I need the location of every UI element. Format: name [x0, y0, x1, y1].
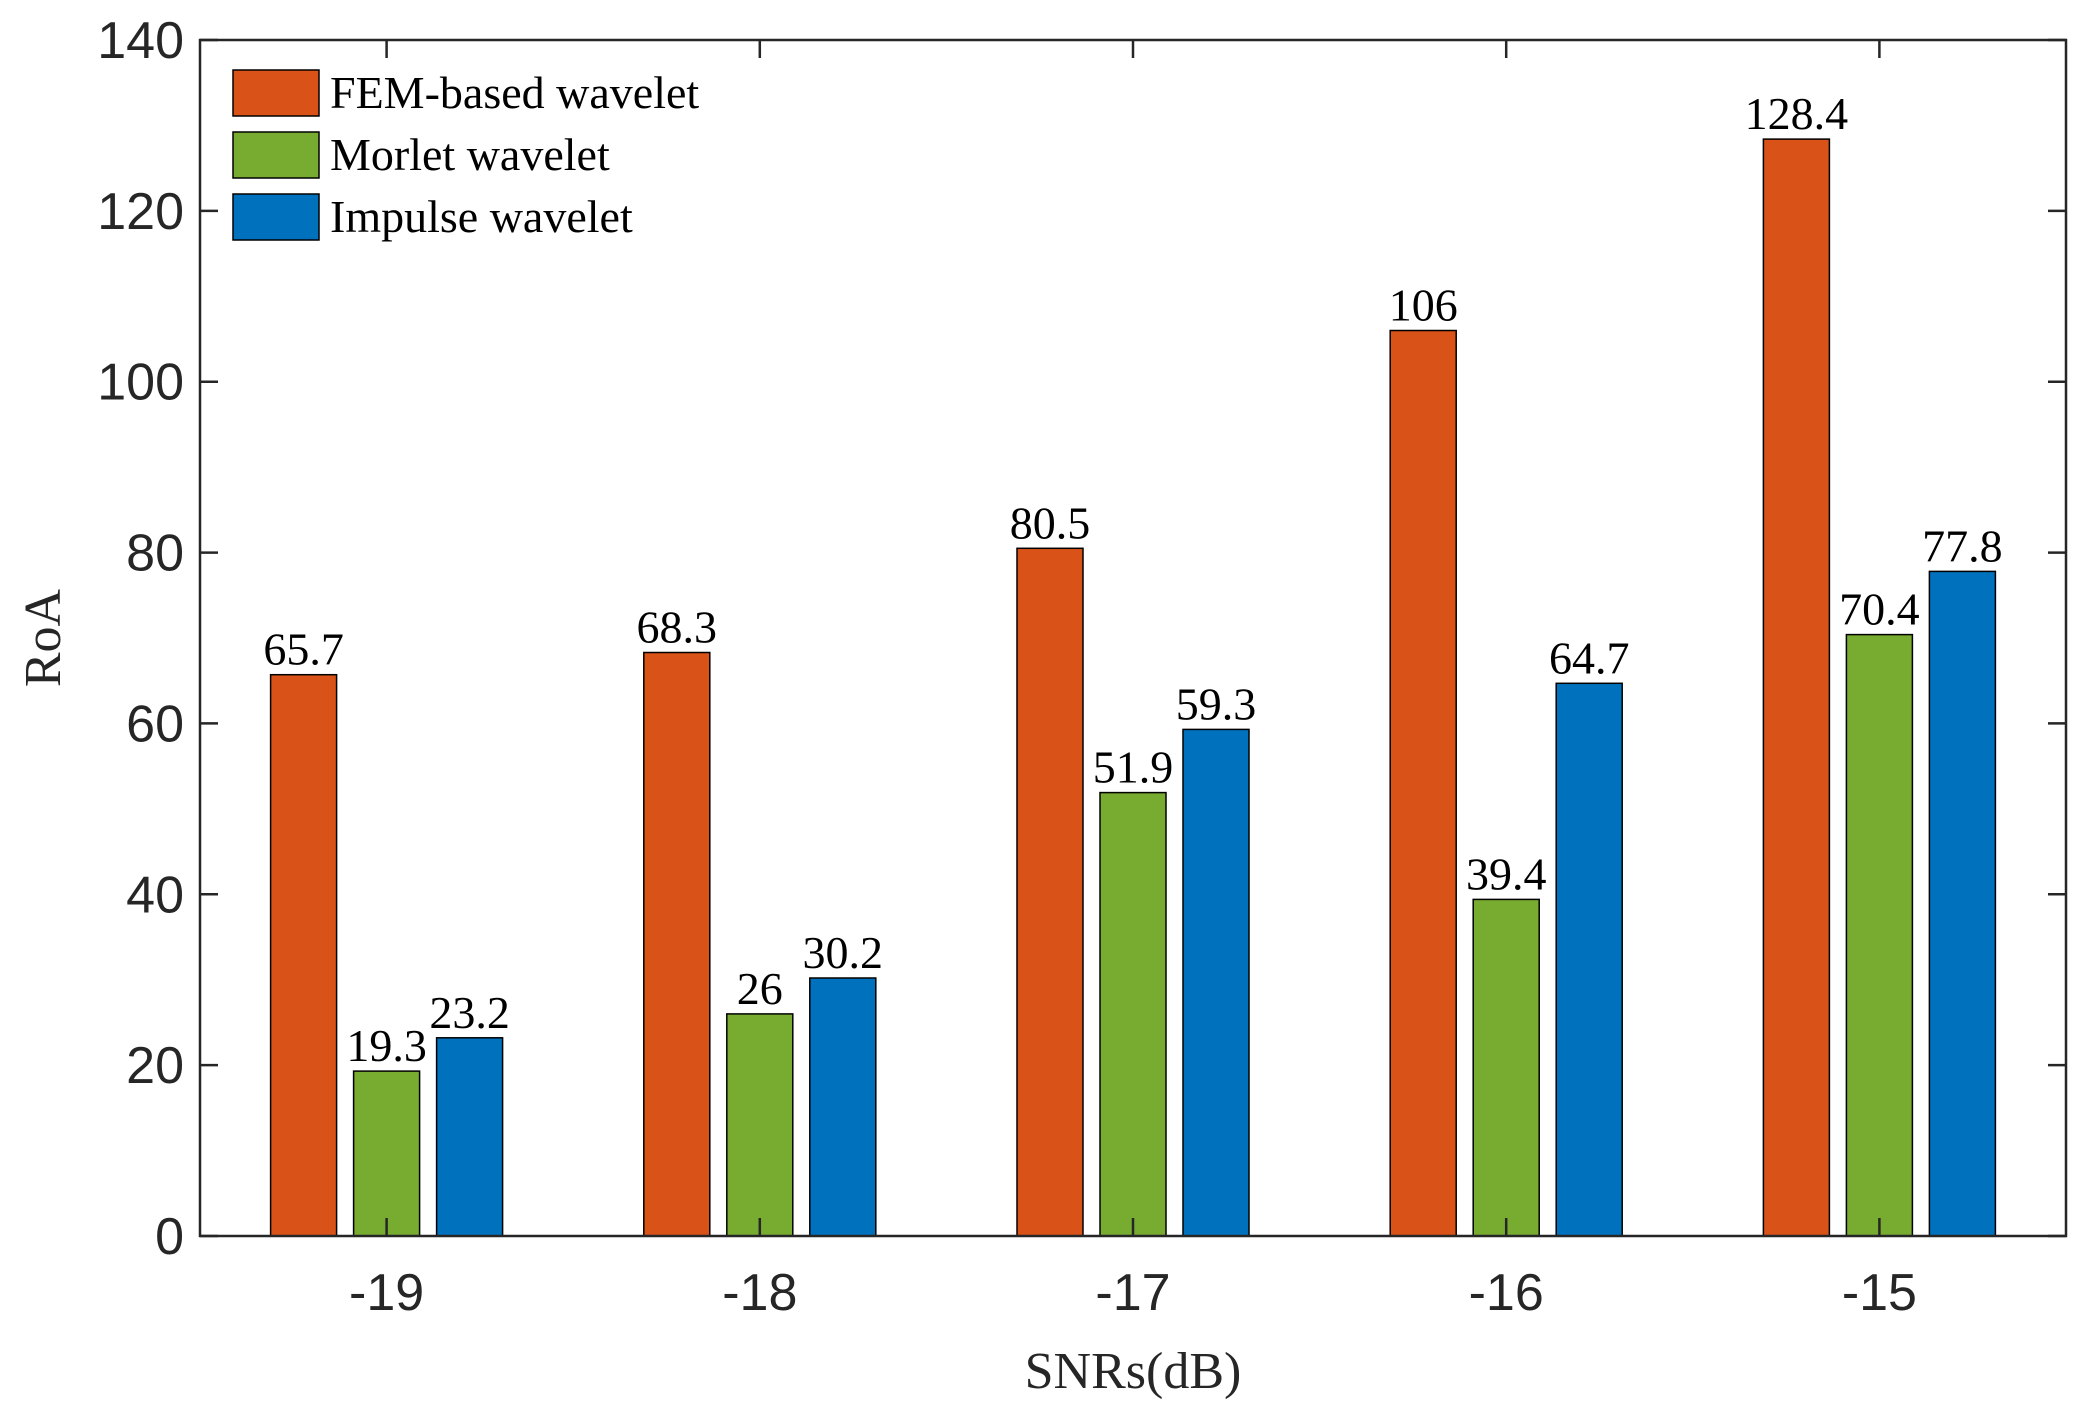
bar-value-label: 77.8 — [1922, 520, 2003, 571]
legend-swatch-impulse — [232, 193, 320, 241]
bar-value-label: 30.2 — [803, 927, 884, 978]
bar-fem-based-wavelet--19 — [269, 673, 338, 1237]
y-axis: 0 20 40 60 80 100 120 140 — [97, 12, 2066, 1266]
x-tick-label: -15 — [1842, 1264, 1917, 1322]
x-tick-label: -16 — [1469, 1264, 1544, 1322]
bar-fem-based-wavelet--15 — [1762, 138, 1831, 1237]
bar-fem-based-wavelet--17 — [1016, 547, 1084, 1237]
bar-value-label: 68.3 — [637, 602, 718, 653]
bar-value-label: 19.3 — [346, 1020, 427, 1071]
y-tick-label: 140 — [97, 12, 184, 70]
y-tick-label: 20 — [126, 1037, 184, 1095]
bar-morlet-wavelet--18 — [726, 1013, 794, 1237]
bar-value-label: 65.7 — [263, 624, 344, 675]
bar-fem-based-wavelet--18 — [643, 651, 711, 1237]
bar-value-label: 23.2 — [429, 987, 510, 1038]
y-tick-label: 120 — [97, 183, 184, 241]
bars-group — [269, 138, 1997, 1237]
legend-label-fem: FEM-based wavelet — [330, 67, 699, 118]
bar-value-label: 106 — [1389, 280, 1458, 331]
bar-value-label: 64.7 — [1549, 632, 1630, 683]
y-tick-label: 100 — [97, 354, 184, 412]
bar-fem-based-wavelet--16 — [1389, 329, 1457, 1237]
x-tick-label: -18 — [722, 1264, 797, 1322]
bar-labels-group: 65.7 19.323.2 68.3 26 30.2 80.5 51.959.3 106 39.… — [263, 88, 2002, 1071]
bar-morlet-wavelet--19 — [352, 1070, 421, 1237]
legend-swatch-fem — [232, 69, 320, 117]
x-axis-title: SNRs(dB) — [1025, 1343, 1242, 1400]
x-tick-label: -19 — [349, 1264, 424, 1322]
bar-value-label: 39.4 — [1466, 848, 1547, 899]
y-tick-label: 40 — [126, 866, 184, 924]
y-tick-label: 0 — [155, 1208, 184, 1266]
bar-morlet-wavelet--16 — [1472, 898, 1540, 1237]
x-axis: -19 -18 -17 -16 -15 — [349, 40, 1917, 1322]
bar-value-label: 26 — [737, 963, 783, 1014]
legend-swatch-morlet — [232, 131, 320, 179]
legend: FEM-based wavelet Morlet wavelet Impulse… — [232, 67, 699, 242]
bar-value-label: 80.5 — [1010, 497, 1091, 548]
bar-value-label: 70.4 — [1839, 584, 1920, 635]
bar-value-label: 51.9 — [1093, 742, 1174, 793]
bar-value-label: 128.4 — [1745, 88, 1849, 139]
y-tick-label: 60 — [126, 695, 184, 753]
bar-value-label: 59.3 — [1176, 678, 1257, 729]
bar-impulse-wavelet--18 — [809, 977, 877, 1237]
bar-morlet-wavelet--17 — [1099, 791, 1167, 1237]
bar-impulse-wavelet--16 — [1555, 682, 1623, 1237]
bar-impulse-wavelet--19 — [435, 1037, 504, 1237]
legend-label-morlet: Morlet wavelet — [330, 129, 610, 180]
bar-impulse-wavelet--17 — [1182, 728, 1250, 1237]
x-tick-label: -17 — [1095, 1264, 1170, 1322]
bar-impulse-wavelet--15 — [1928, 570, 1997, 1237]
y-axis-title: RoA — [15, 588, 72, 687]
bar-morlet-wavelet--15 — [1845, 633, 1914, 1237]
legend-label-impulse: Impulse wavelet — [330, 191, 633, 242]
y-tick-label: 80 — [126, 525, 184, 583]
